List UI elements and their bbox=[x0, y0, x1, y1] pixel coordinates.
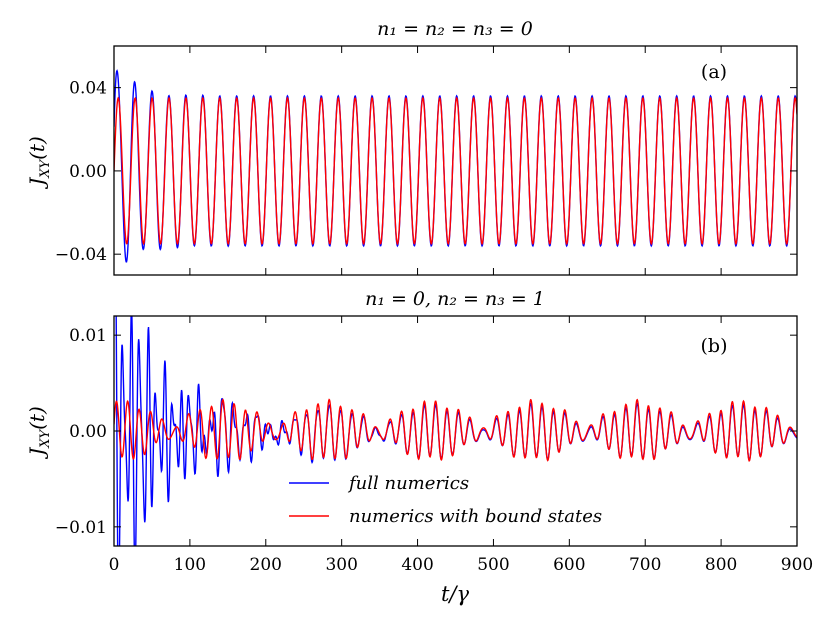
panel-b-y-axis: −0.01 0.00 0.01 bbox=[55, 326, 797, 538]
panel-b-ytick-label: −0.01 bbox=[55, 518, 107, 538]
panel-b-xtick-label: 400 bbox=[401, 555, 433, 575]
panel-a-ylabel-arg: (t) bbox=[25, 136, 49, 160]
panel-a-ytick-label: 0.04 bbox=[69, 79, 107, 99]
panel-b-xtick-label: 700 bbox=[629, 555, 661, 575]
panel-b-ylabel: JXY(t) bbox=[25, 406, 53, 460]
panel-a-ylabel-sub: XY bbox=[38, 158, 53, 178]
panel-b-xlabel: t/γ bbox=[441, 582, 470, 606]
panel-a-ytick-label: −0.04 bbox=[55, 245, 107, 265]
panel-a-ylabel: JXY(t) bbox=[25, 136, 53, 190]
panel-b-label: (b) bbox=[701, 335, 728, 357]
panel-b-title: n₁ = 0, n₂ = n₃ = 1 bbox=[365, 288, 545, 310]
panel-a: n₁ = n₂ = n₃ = 0 −0.04 0.00 0.04 JXY(t) (a… bbox=[25, 18, 798, 276]
panel-a-x-axis bbox=[113, 46, 798, 275]
panel-b-xtick-label: 600 bbox=[553, 555, 585, 575]
panel-b-xtick-label: 200 bbox=[250, 555, 282, 575]
panel-b-xtick-label: 500 bbox=[477, 555, 509, 575]
legend: full numerics numerics with bound states bbox=[289, 473, 602, 527]
panel-b-ylabel-sub: XY bbox=[38, 428, 53, 448]
panel-b-xtick-label: 900 bbox=[781, 555, 813, 575]
panel-b-ytick-label: 0.01 bbox=[69, 326, 107, 346]
panel-a-series-bound-states bbox=[114, 96, 797, 246]
panel-b-xtick-label: 300 bbox=[325, 555, 357, 575]
panel-b-xtick-label: 100 bbox=[174, 555, 206, 575]
panel-a-frame bbox=[113, 45, 798, 276]
panel-b: n₁ = 0, n₂ = n₃ = 1 −0.01 0.00 0.01 0 100 20… bbox=[25, 288, 813, 606]
panel-b-xtick-label: 800 bbox=[705, 555, 737, 575]
panel-b-xtick-label: 0 bbox=[109, 555, 120, 575]
panel-b-series-bound-states bbox=[114, 398, 797, 462]
panel-a-y-axis: −0.04 0.00 0.04 bbox=[55, 79, 797, 265]
panel-b-x-axis: 0 100 200 300 400 500 600 700 800 900 bbox=[109, 316, 813, 575]
panel-a-title: n₁ = n₂ = n₃ = 0 bbox=[377, 18, 533, 40]
legend-label-bound-states: numerics with bound states bbox=[349, 506, 602, 527]
panel-a-ytick-label: 0.00 bbox=[69, 162, 107, 182]
panel-a-label: (a) bbox=[701, 61, 727, 83]
legend-label-full-numerics: full numerics bbox=[347, 473, 469, 494]
panel-b-ytick-label: 0.00 bbox=[69, 422, 107, 442]
panel-b-ylabel-arg: (t) bbox=[25, 406, 49, 430]
